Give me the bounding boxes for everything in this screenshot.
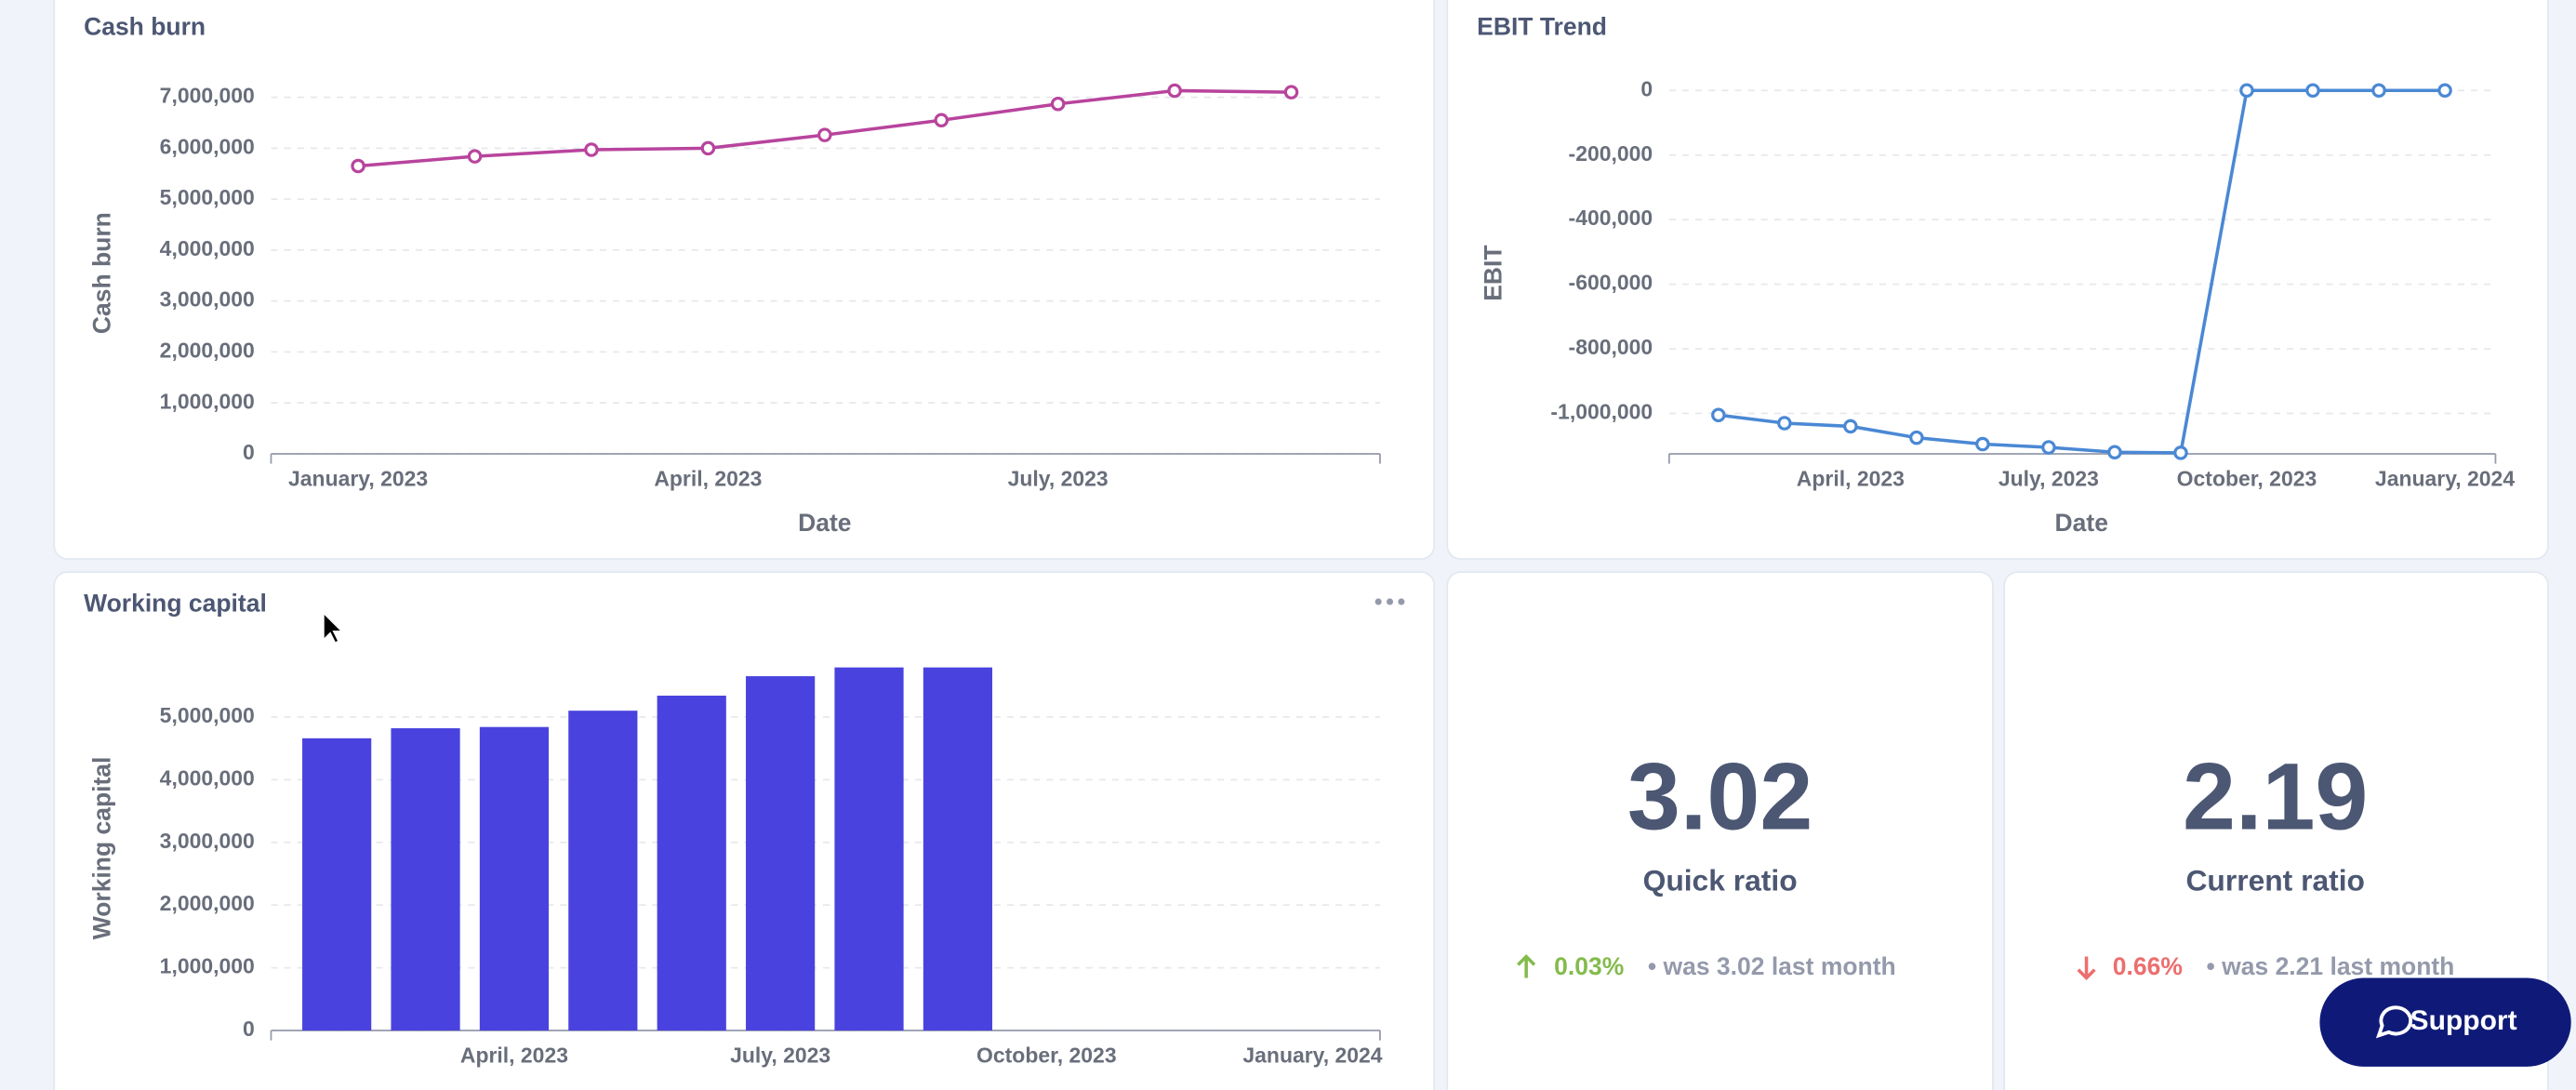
y-tick-label: 0 [1640, 76, 1653, 100]
card [2003, 571, 2549, 1090]
y-axis-label: EBIT [1480, 245, 1507, 300]
kpi-value: 3.02 [1627, 742, 1812, 849]
y-tick-label: 3,000,000 [160, 287, 255, 312]
support-button[interactable]: Support [2319, 977, 2571, 1067]
point [817, 127, 832, 142]
down-arrow [2077, 956, 2096, 980]
y-tick-label: -200,000 [1569, 141, 1653, 166]
point [934, 113, 949, 128]
point [2173, 445, 2188, 460]
x-tick-label: January, 2024 [1242, 1043, 1382, 1067]
kpi-value: 2.19 [2183, 742, 2368, 849]
x-tick-label: January, 2023 [288, 466, 428, 490]
point [2437, 83, 2452, 99]
y-tick-label: -800,000 [1569, 335, 1653, 359]
point [1909, 430, 1924, 445]
support-bg[interactable] [2319, 977, 2571, 1067]
x-tick-label: April, 2023 [654, 466, 762, 490]
kpi-label: Quick ratio [1643, 863, 1798, 897]
bar [479, 726, 550, 1031]
point [467, 149, 483, 164]
x-tick-label: April, 2023 [460, 1043, 568, 1067]
y-tick-label: 7,000,000 [160, 84, 255, 108]
up-arrow [1517, 954, 1536, 978]
y-tick-label: 4,000,000 [160, 765, 255, 790]
point [1167, 83, 1182, 99]
line [1718, 88, 2446, 455]
y-tick-label: 5,000,000 [160, 703, 255, 727]
point [2041, 440, 2056, 455]
bar [657, 695, 726, 1031]
kpi-label: Current ratio [2185, 863, 2364, 897]
point [1283, 85, 1299, 100]
x-tick-label: January, 2024 [2375, 466, 2515, 490]
point [2239, 83, 2254, 99]
y-axis-label: Cash burn [87, 212, 115, 334]
bar [746, 676, 816, 1031]
point [700, 140, 716, 156]
point [584, 142, 599, 157]
bar [834, 667, 904, 1031]
kpi-change: 0.03% [1554, 952, 1624, 980]
chart-title: Working capital [84, 589, 267, 617]
card [53, 571, 1436, 1090]
point [2107, 445, 2122, 459]
kpi-change: 0.66% [2113, 952, 2183, 980]
support-icon [2375, 1005, 2413, 1039]
y-tick-label: -400,000 [1569, 206, 1653, 230]
bar [568, 711, 638, 1031]
y-tick-label: 1,000,000 [160, 954, 255, 978]
x-tick-label: July, 2023 [730, 1043, 830, 1067]
y-tick-label: 2,000,000 [160, 338, 255, 362]
point [2305, 83, 2320, 99]
point [351, 158, 365, 174]
bar [923, 667, 993, 1031]
y-tick-label: 3,000,000 [160, 829, 255, 853]
x-tick-label: October, 2023 [976, 1043, 1117, 1067]
y-tick-label: 6,000,000 [160, 134, 255, 158]
x-tick-label: July, 2023 [1998, 466, 2099, 490]
x-tick-label: July, 2023 [1008, 466, 1109, 490]
x-tick-label: April, 2023 [1797, 466, 1905, 490]
chart-title: EBIT Trend [1477, 12, 1607, 40]
y-tick-label: -600,000 [1569, 271, 1653, 295]
x-tick-label: October, 2023 [2177, 466, 2317, 490]
kpi-note: • was 2.21 last month [2207, 952, 2455, 980]
card [53, 0, 1436, 560]
y-tick-label: 2,000,000 [160, 891, 255, 915]
cursor [323, 611, 344, 645]
card [1446, 571, 1994, 1090]
point [1050, 96, 1066, 112]
y-tick-label: 0 [243, 1017, 255, 1041]
x-axis-label: Date [798, 509, 851, 537]
y-tick-label: -1,000,000 [1550, 400, 1653, 424]
point [1777, 416, 1792, 431]
more-menu[interactable] [1374, 598, 1405, 605]
bar [391, 728, 460, 1031]
kpi-note: • was 3.02 last month [1648, 952, 1896, 980]
point [1843, 419, 1858, 434]
support-label[interactable]: Support [2410, 1005, 2517, 1036]
y-axis-label: Working capital [87, 757, 115, 940]
bar [302, 738, 372, 1031]
y-tick-label: 1,000,000 [160, 389, 255, 413]
y-tick-label: 0 [243, 440, 255, 464]
y-tick-label: 5,000,000 [160, 185, 255, 209]
x-axis-label: Date [2055, 509, 2108, 537]
point [2371, 83, 2386, 99]
chart-title: Cash burn [84, 12, 206, 40]
point [1711, 407, 1726, 423]
y-tick-label: 4,000,000 [160, 236, 255, 260]
point [1975, 436, 1990, 452]
